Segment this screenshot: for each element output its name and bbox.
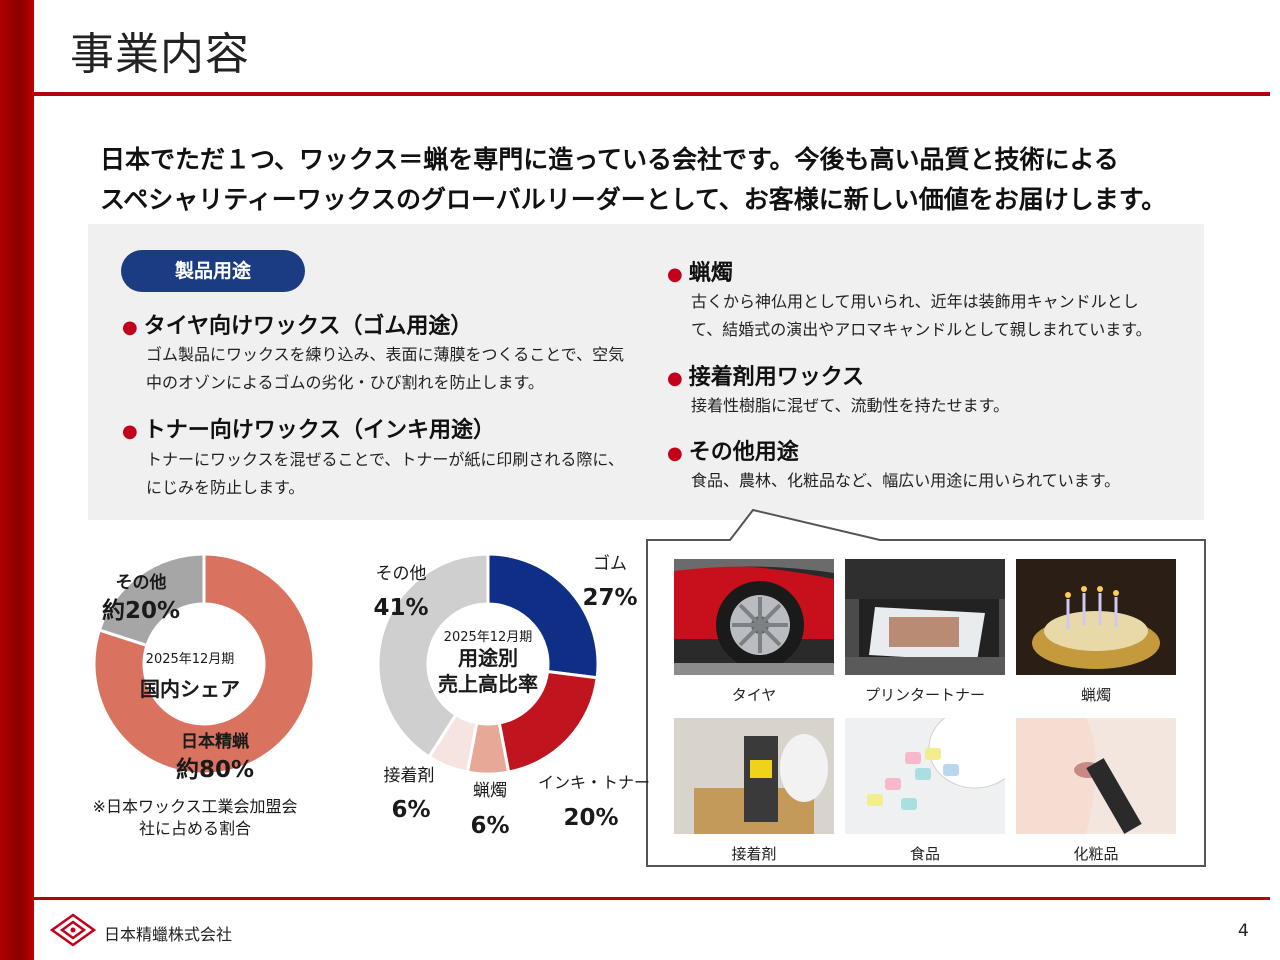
share-label-nihon-seiro-value: 約80%	[175, 757, 255, 783]
domestic-share-donut	[92, 552, 316, 776]
ratio-center-title-1: 用途別	[458, 646, 518, 670]
use-toner-title: ● トナー向けワックス（インキ用途）	[122, 412, 495, 444]
ratio-center-title: 用途別 売上高比率	[418, 645, 558, 697]
use-other-title-text: その他用途	[688, 440, 799, 465]
glue-gun-photo-icon	[674, 718, 834, 834]
printer-photo-icon	[845, 559, 1005, 675]
use-other-desc: 食品、農林、化粧品など、幅広い用途に用いられています。	[691, 471, 1121, 490]
photo-caption-printer: プリンタートナー	[864, 686, 985, 704]
photo-caption-candle: 蝋燭	[1080, 686, 1111, 704]
bullet-icon: ●	[667, 443, 683, 464]
slice-other	[376, 552, 490, 759]
use-tire-title: ● タイヤ向けワックス（ゴム用途）	[122, 308, 472, 340]
photo-caption-adhesive: 接着剤	[731, 845, 777, 863]
headline: 日本でただ１つ、ワックス＝蝋を専門に造っている会社です。今後も高い品質と技術によ…	[100, 140, 1250, 220]
title-divider	[34, 92, 1270, 96]
footer-divider	[34, 897, 1270, 900]
tire-photo-icon	[674, 559, 834, 675]
company-name: 日本精蠟株式会社	[104, 925, 233, 944]
use-other-title: ● その他用途	[667, 434, 799, 466]
bullet-icon: ●	[667, 264, 683, 285]
ratio-center-date: 2025年12月期	[443, 630, 533, 645]
use-candle-title-text: 蝋燭	[688, 261, 733, 286]
ratio-center-title-2: 売上高比率	[438, 672, 538, 696]
share-note-2: 社に占める割合	[138, 819, 251, 838]
use-adhesive-title: ● 接着剤用ワックス	[667, 359, 864, 391]
share-label-other-name: その他	[115, 573, 167, 593]
ratio-label-candle-name: 蝋燭	[473, 781, 507, 801]
share-center-title: 国内シェア	[140, 677, 240, 701]
ratio-label-rubber-value: 27%	[582, 585, 638, 611]
use-candle-desc-2: て、結婚式の演出やアロマキャンドルとして親しまれています。	[691, 320, 1152, 339]
ratio-label-other-name: その他	[375, 564, 427, 584]
ratio-label-rubber-name: ゴム	[593, 554, 627, 574]
bullet-icon: ●	[122, 421, 138, 442]
ratio-label-candle-value: 6%	[470, 813, 510, 839]
use-candle-title: ● 蝋燭	[667, 255, 733, 287]
product-uses-pill: 製品用途	[121, 250, 305, 292]
share-center-date: 2025年12月期	[145, 652, 235, 667]
photo-caption-food: 食品	[909, 845, 940, 863]
company-logo-icon	[50, 913, 96, 947]
slice-rubber	[486, 552, 600, 680]
page-title: 事業内容	[70, 29, 250, 80]
candle-photo-icon	[1016, 559, 1176, 675]
share-note: ※日本ワックス工業会加盟会 社に占める割合	[80, 796, 310, 840]
bullet-icon: ●	[667, 368, 683, 389]
use-tire-title-text: タイヤ向けワックス（ゴム用途）	[143, 314, 473, 339]
sales-ratio-donut	[376, 552, 600, 776]
headline-line-2: スペシャリティーワックスのグローバルリーダーとして、お客様に新しい価値をお届けし…	[100, 185, 1167, 214]
photo-caption-tire: タイヤ	[731, 686, 777, 704]
use-tire-desc-2: 中のオゾンによるゴムの劣化・ひび割れを防止します。	[146, 373, 544, 392]
use-toner-desc: トナーにワックスを混ぜることで、トナーが紙に印刷される際に、 にじみを防止します…	[146, 446, 624, 502]
use-adhesive-title-text: 接着剤用ワックス	[688, 365, 865, 390]
use-tire-desc-1: ゴム製品にワックスを練り込み、表面に薄膜をつくることで、空気	[146, 345, 625, 364]
ratio-label-adhesive-value: 6%	[391, 797, 431, 823]
donut-charts	[92, 552, 600, 776]
page-number: 4	[1238, 921, 1249, 941]
ratio-label-ink-name: インキ・トナー	[538, 773, 651, 792]
ratio-label-other-value: 41%	[373, 595, 429, 621]
slice-nihon-seiro	[92, 552, 316, 776]
share-label-nihon-seiro-name: 日本精蝋	[181, 732, 249, 752]
bullet-icon: ●	[122, 317, 138, 338]
use-candle-desc: 古くから神仏用として用いられ、近年は装飾用キャンドルとし て、結婚式の演出やアロ…	[691, 288, 1152, 344]
ratio-label-adhesive-name: 接着剤	[383, 766, 435, 786]
slice-other	[97, 552, 206, 648]
share-label-other-value: 約20%	[101, 598, 181, 624]
use-toner-desc-1: トナーにワックスを混ぜることで、トナーが紙に印刷される際に、	[146, 450, 624, 469]
use-candle-desc-1: 古くから神仏用として用いられ、近年は装飾用キャンドルとし	[691, 292, 1139, 311]
left-accent-bar	[0, 0, 34, 960]
use-toner-desc-2: にじみを防止します。	[146, 478, 305, 497]
lipstick-photo-icon	[1016, 718, 1176, 834]
use-adhesive-desc: 接着性樹脂に混ぜて、流動性を持たせます。	[691, 396, 1010, 415]
share-label-other: その他 約20%	[96, 568, 186, 625]
share-note-1: ※日本ワックス工業会加盟会	[92, 797, 298, 816]
headline-line-1: 日本でただ１つ、ワックス＝蝋を専門に造っている会社です。今後も高い品質と技術によ…	[100, 145, 1119, 174]
ratio-label-ink-value: 20%	[563, 805, 619, 831]
photo-caption-cosmetics: 化粧品	[1073, 845, 1119, 863]
use-tire-desc: ゴム製品にワックスを練り込み、表面に薄膜をつくることで、空気 中のオゾンによるゴ…	[146, 341, 624, 397]
use-toner-title-text: トナー向けワックス（インキ用途）	[143, 418, 496, 443]
gum-photo-icon	[845, 718, 1005, 834]
share-label-nihon-seiro: 日本精蝋 約80%	[160, 727, 270, 784]
